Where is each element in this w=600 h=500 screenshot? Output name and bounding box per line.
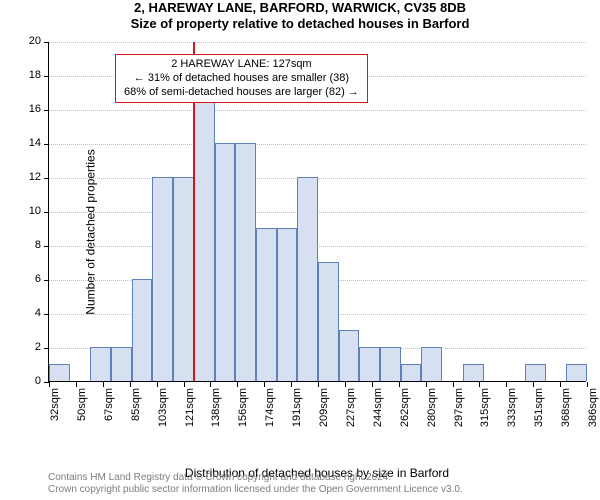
- footer: Contains HM Land Registry data © Crown c…: [48, 472, 463, 496]
- bar: [152, 177, 173, 381]
- footer-line2: Crown copyright public sector informatio…: [48, 484, 463, 496]
- bar: [49, 364, 70, 381]
- bar: [359, 347, 380, 381]
- bar: [90, 347, 111, 381]
- annotation-box: 2 HAREWAY LANE: 127sqm← 31% of detached …: [115, 54, 368, 103]
- bar: [194, 75, 215, 381]
- bar: [566, 364, 587, 381]
- bar: [215, 143, 236, 381]
- bar: [525, 364, 546, 381]
- bar: [339, 330, 360, 381]
- bar: [235, 143, 256, 381]
- bar: [380, 347, 401, 381]
- page-title: 2, HAREWAY LANE, BARFORD, WARWICK, CV35 …: [0, 0, 600, 15]
- bar: [463, 364, 484, 381]
- bar: [277, 228, 298, 381]
- page-subtitle: Size of property relative to detached ho…: [0, 16, 600, 31]
- chart-container: Number of detached properties 0246810121…: [48, 42, 586, 422]
- bar: [297, 177, 318, 381]
- bar: [401, 364, 422, 381]
- bar: [421, 347, 442, 381]
- bar: [256, 228, 277, 381]
- bar: [318, 262, 339, 381]
- bar: [132, 279, 153, 381]
- bar: [111, 347, 132, 381]
- footer-line1: Contains HM Land Registry data © Crown c…: [48, 472, 463, 484]
- plot-area: 02468101214161820 2 HAREWAY LANE: 127sqm…: [48, 42, 586, 382]
- bar: [173, 177, 194, 381]
